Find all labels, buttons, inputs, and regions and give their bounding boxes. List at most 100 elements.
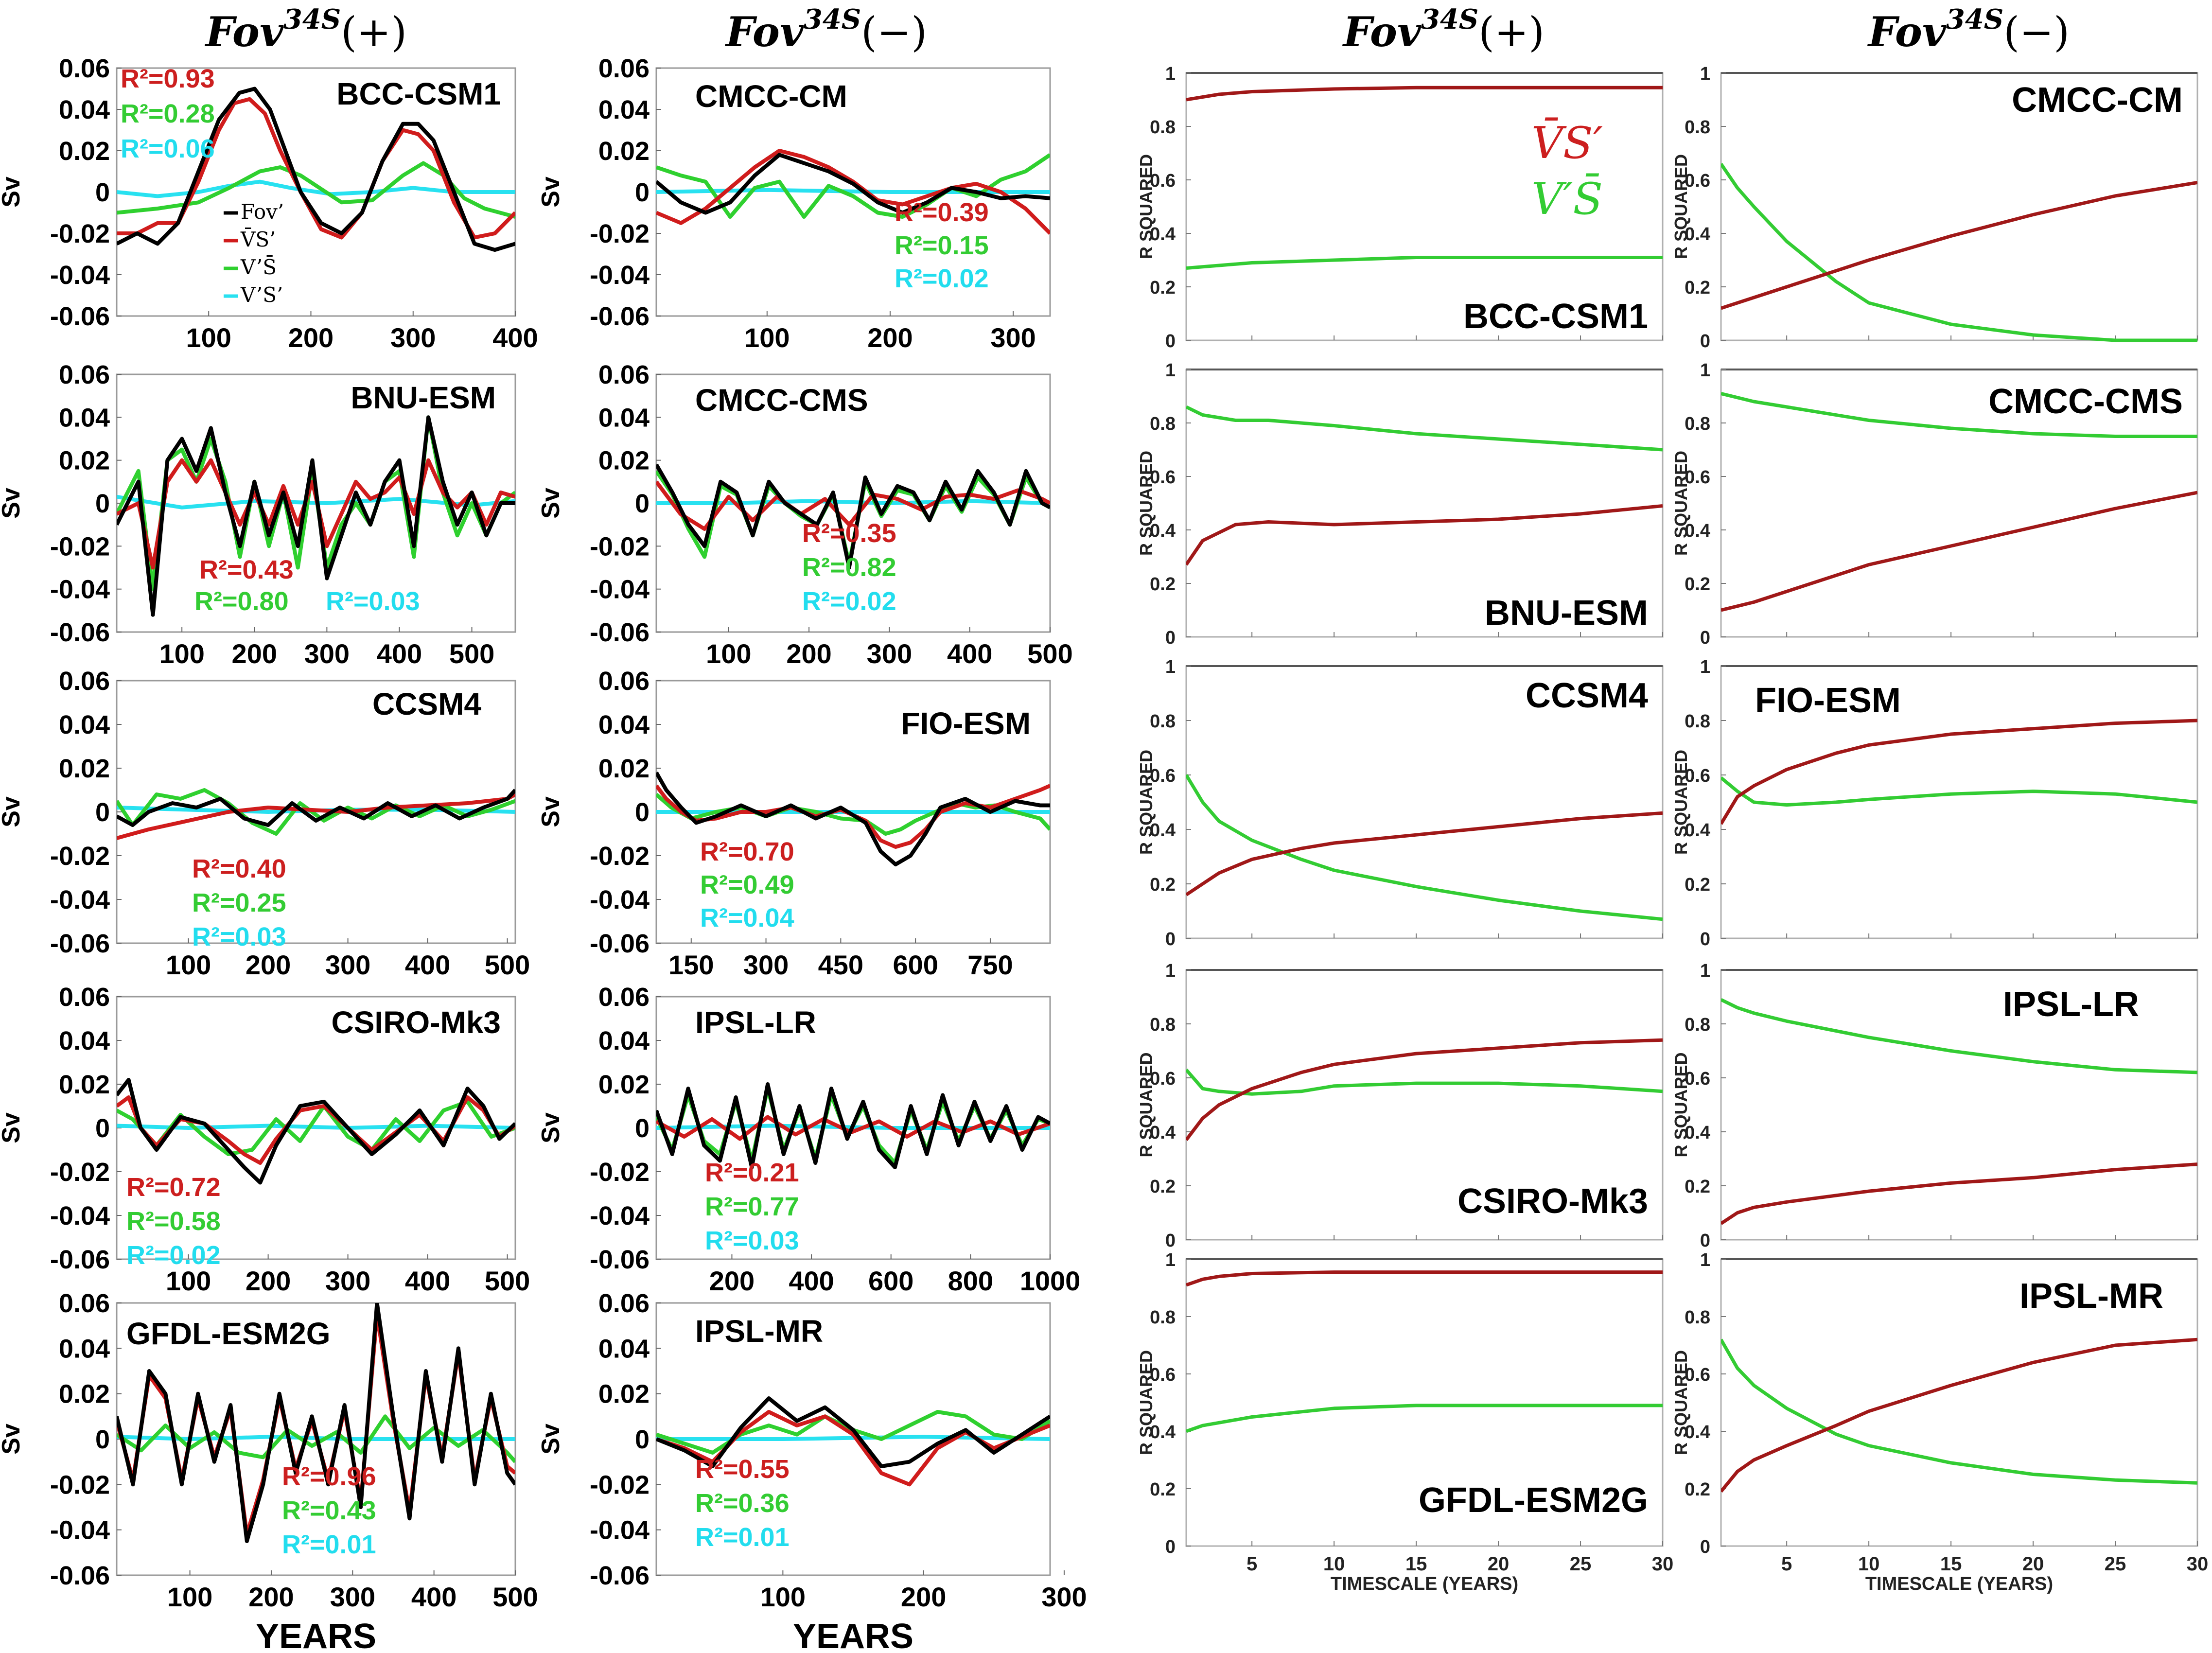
r2-label: R²=0.72 — [126, 1173, 221, 1202]
y-axis-label: R SQUARED — [1136, 451, 1156, 556]
plot-area — [1186, 774, 1663, 921]
y-axis-label: Sv — [537, 1112, 565, 1143]
column-headers: Fov34S(+) Fov34S(−) Fov34S(+) Fov34S(−) — [205, 3, 2070, 56]
y-tick-label: 0 — [635, 798, 650, 827]
x-tick-label: 100 — [166, 950, 211, 980]
x-tick-label: 500 — [449, 638, 494, 669]
y-tick-label: 0.06 — [59, 1289, 110, 1318]
y-tick-label: 0.8 — [1685, 711, 1710, 732]
y-tick-label: 0.2 — [1150, 1177, 1176, 1197]
x-tick-label: 300 — [1041, 1582, 1087, 1612]
x-tick-label: 1000 — [1020, 1266, 1081, 1296]
rsq-panel-ccsm4: 1 0.8 0.6 0.4 0.2 0 R SQUARED CCSM4 — [1136, 657, 1664, 950]
series-vprime-sbar — [1186, 1404, 1663, 1433]
y-tick-label: -0.06 — [590, 929, 650, 958]
x-tick-label: 100 — [166, 1266, 211, 1296]
ts-panel-ipsl-mr: 0.06 0.04 0.02 0 -0.02 -0.04 -0.06 100 200 300 Sv Y… — [537, 1289, 1087, 1653]
y-tick-label: -0.04 — [50, 261, 110, 290]
y-tick-label: 0.04 — [59, 710, 110, 739]
y-tick-label: 0.02 — [59, 446, 110, 475]
r2-label: R²=0.21 — [705, 1158, 799, 1187]
r2-label: R²=0.02 — [895, 264, 989, 293]
y-tick-label: -0.06 — [590, 1561, 650, 1590]
y-tick-label: 0.04 — [59, 1026, 110, 1055]
y-tick-label: -0.06 — [50, 1245, 110, 1274]
x-tick-label: 300 — [390, 322, 436, 353]
plot-area — [656, 463, 1050, 570]
plot-area — [1186, 86, 1663, 270]
legend-entry: V’S̄ — [240, 254, 277, 279]
r2-label: R²=0.28 — [121, 99, 215, 128]
header-sup: 34S — [804, 3, 861, 35]
r2-label: R²=0.58 — [126, 1207, 221, 1236]
y-tick-label: -0.02 — [50, 1470, 110, 1499]
x-tick-label: 25 — [2105, 1553, 2126, 1575]
series-vbar-sprime — [1721, 181, 2197, 310]
y-axis-label: R SQUARED — [1671, 750, 1691, 855]
series-fov — [656, 1082, 1050, 1169]
ts-panel-csiro-mk3: 0.06 0.04 0.02 0 -0.02 -0.04 -0.06 100 200 300 400… — [0, 983, 530, 1296]
x-tick-label: 100 — [159, 638, 204, 669]
y-tick-label: 0.06 — [598, 667, 650, 696]
plot-area — [1721, 392, 2197, 612]
plot-area — [1721, 719, 2197, 825]
y-tick-label: -0.06 — [50, 618, 110, 647]
y-tick-label: 0 — [1165, 628, 1176, 648]
r2-label: R²=0.96 — [282, 1462, 376, 1491]
column-header-1: Fov34S(+) — [205, 3, 407, 56]
series-vprime-sbar — [1721, 1338, 2197, 1485]
series-vbar-sprime — [1186, 86, 1663, 102]
plot-area — [117, 87, 515, 252]
y-tick-label: 0.04 — [598, 95, 650, 124]
x-tick-label: 30 — [1652, 1553, 1674, 1575]
y-tick-label: 0 — [1165, 1231, 1176, 1251]
x-tick-label: 200 — [901, 1582, 946, 1612]
y-tick-label: 0.06 — [598, 54, 650, 83]
y-tick-label: 1 — [1165, 1250, 1176, 1270]
r2-label: R²=0.25 — [192, 888, 286, 917]
y-tick-label: 0.6 — [1685, 171, 1710, 191]
y-tick-label: 0 — [1700, 331, 1710, 352]
x-tick-label: 750 — [967, 950, 1013, 980]
y-tick-label: -0.04 — [50, 885, 110, 914]
y-tick-label: 0.06 — [598, 360, 650, 389]
series-vprime-sbar — [1721, 392, 2197, 438]
series-vbar-sprime — [1721, 1337, 2197, 1493]
y-axis-label: R SQUARED — [1671, 1052, 1691, 1157]
y-tick-label: -0.06 — [50, 929, 110, 958]
rsq-panel-fio-esm: 1 0.8 0.6 0.4 0.2 0 R SQUARED FIO-ESM — [1671, 657, 2198, 950]
panel-title: IPSL-MR — [695, 1314, 823, 1349]
y-tick-label: 0.02 — [598, 137, 650, 166]
r2-label: R²=0.35 — [802, 519, 896, 548]
y-tick-label: 1 — [1700, 657, 1710, 677]
series-fov — [117, 789, 515, 827]
x-tick-label: 200 — [867, 322, 913, 353]
y-tick-label: 0.2 — [1685, 1177, 1710, 1197]
y-tick-label: 1 — [1165, 961, 1176, 981]
y-tick-label: 0.8 — [1150, 711, 1176, 732]
x-tick-label: 300 — [325, 1266, 370, 1296]
y-axis-label: R SQUARED — [1671, 154, 1691, 259]
x-tick-label: 400 — [789, 1266, 834, 1296]
series-vbar-sprime — [1186, 504, 1663, 566]
x-axis-label: YEARS — [256, 1617, 376, 1653]
plot-area — [1186, 405, 1663, 566]
x-tick-label: 400 — [411, 1582, 456, 1612]
x-tick-label: 5 — [1246, 1553, 1257, 1575]
y-tick-label: 0.06 — [59, 667, 110, 696]
y-tick-label: 0.06 — [59, 983, 110, 1012]
header-base: Fov — [205, 8, 284, 56]
y-axis-label: Sv — [0, 488, 25, 519]
y-axis-label: Sv — [0, 1424, 25, 1455]
r2-label: R²=0.15 — [895, 231, 989, 260]
y-tick-label: 0.2 — [1150, 278, 1176, 298]
x-tick-label: 450 — [818, 950, 863, 980]
x-tick-label: 100 — [760, 1582, 806, 1612]
y-tick-label: 0.6 — [1685, 1069, 1710, 1089]
y-tick-label: -0.04 — [50, 575, 110, 604]
r2-label: R²=0.03 — [192, 922, 286, 951]
y-tick-label: 1 — [1700, 1250, 1710, 1270]
y-axis-label: R SQUARED — [1136, 750, 1156, 855]
rsq-panel-cmcc-cm: 1 0.8 0.6 0.4 0.2 0 R SQUARED CMCC-CM — [1671, 64, 2198, 352]
rsq-panel-ipsl-mr: 1 0.8 0.6 0.4 0.2 0 R SQUARED 5 10 15 20 25 30 TIMESC… — [1671, 1250, 2208, 1594]
